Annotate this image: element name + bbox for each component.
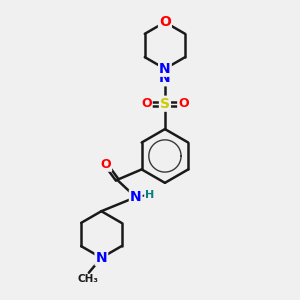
Text: O: O: [178, 97, 189, 110]
Text: H: H: [145, 190, 154, 200]
Text: O: O: [159, 15, 171, 29]
Text: N: N: [130, 190, 142, 204]
Text: CH₃: CH₃: [78, 274, 99, 284]
Text: N: N: [159, 62, 171, 76]
Text: N: N: [159, 71, 171, 85]
Text: O: O: [100, 158, 111, 171]
Text: N: N: [95, 251, 107, 265]
Text: O: O: [141, 97, 152, 110]
Text: S: S: [160, 97, 170, 111]
